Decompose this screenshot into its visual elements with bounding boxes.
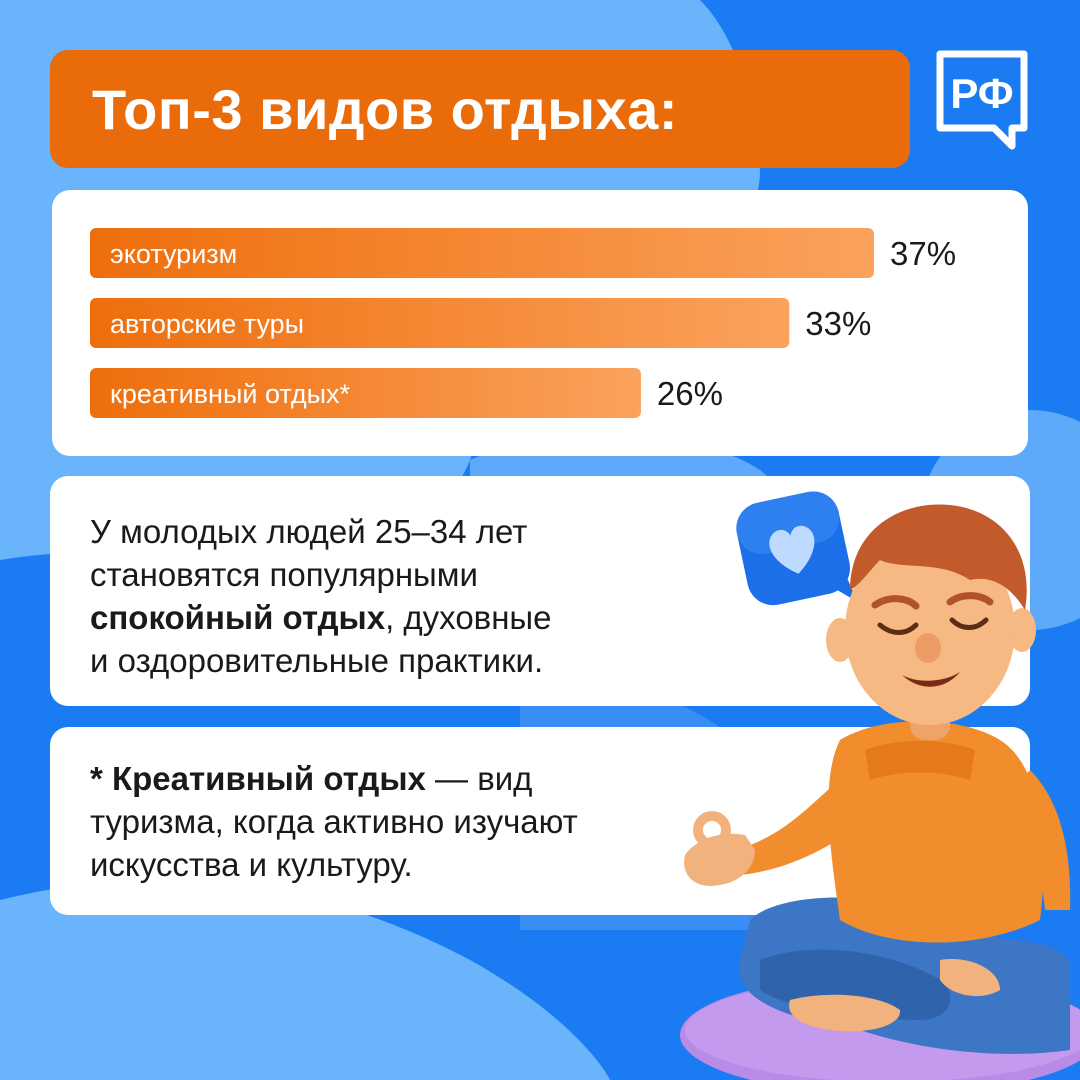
info-line-1: У молодых людей 25–34 лет — [90, 513, 528, 550]
bar-label-2: авторские туры — [110, 309, 304, 339]
bar-value-1: 37% — [890, 235, 956, 272]
footnote-line-1: — вид — [425, 760, 533, 797]
logo-text: РФ — [950, 70, 1013, 117]
footnote-line-3: искусства и культуру. — [90, 846, 413, 883]
page-title: Топ-3 видов отдыха: — [92, 77, 678, 141]
bar-value-3: 26% — [657, 375, 723, 412]
bar-1 — [90, 228, 874, 278]
meditating-man-illustration — [680, 504, 1080, 1080]
info-line-2: становятся популярными — [90, 556, 478, 593]
info-line-4: и оздоровительные практики. — [90, 642, 544, 679]
title-bar: Топ-3 видов отдыха: — [50, 50, 910, 168]
info-text: У молодых людей 25–34 лет становятся поп… — [90, 510, 660, 682]
footnote-line-2: туризма, когда активно изучают — [90, 803, 578, 840]
bar-label-1: экотуризм — [110, 239, 237, 269]
heart-bubble-icon — [736, 491, 858, 606]
footnote-text: * Креативный отдых — вид туризма, когда … — [90, 757, 670, 886]
bar-value-2: 33% — [805, 305, 871, 342]
chart-card: экотуризм 37% авторские туры 33% креативный … — [52, 190, 1028, 456]
bar-2 — [90, 298, 790, 348]
bar-chart: экотуризм 37% авторские туры 33% креативный … — [90, 228, 956, 418]
rf-chat-logo-icon: РФ — [936, 50, 1028, 150]
info-highlight: спокойный отдых — [90, 599, 386, 636]
bar-3 — [90, 368, 641, 418]
info-line-3: , духовные — [385, 599, 552, 636]
bar-label-3: креативный отдых* — [110, 379, 351, 409]
footnote-term: * Креативный отдых — [90, 760, 426, 797]
